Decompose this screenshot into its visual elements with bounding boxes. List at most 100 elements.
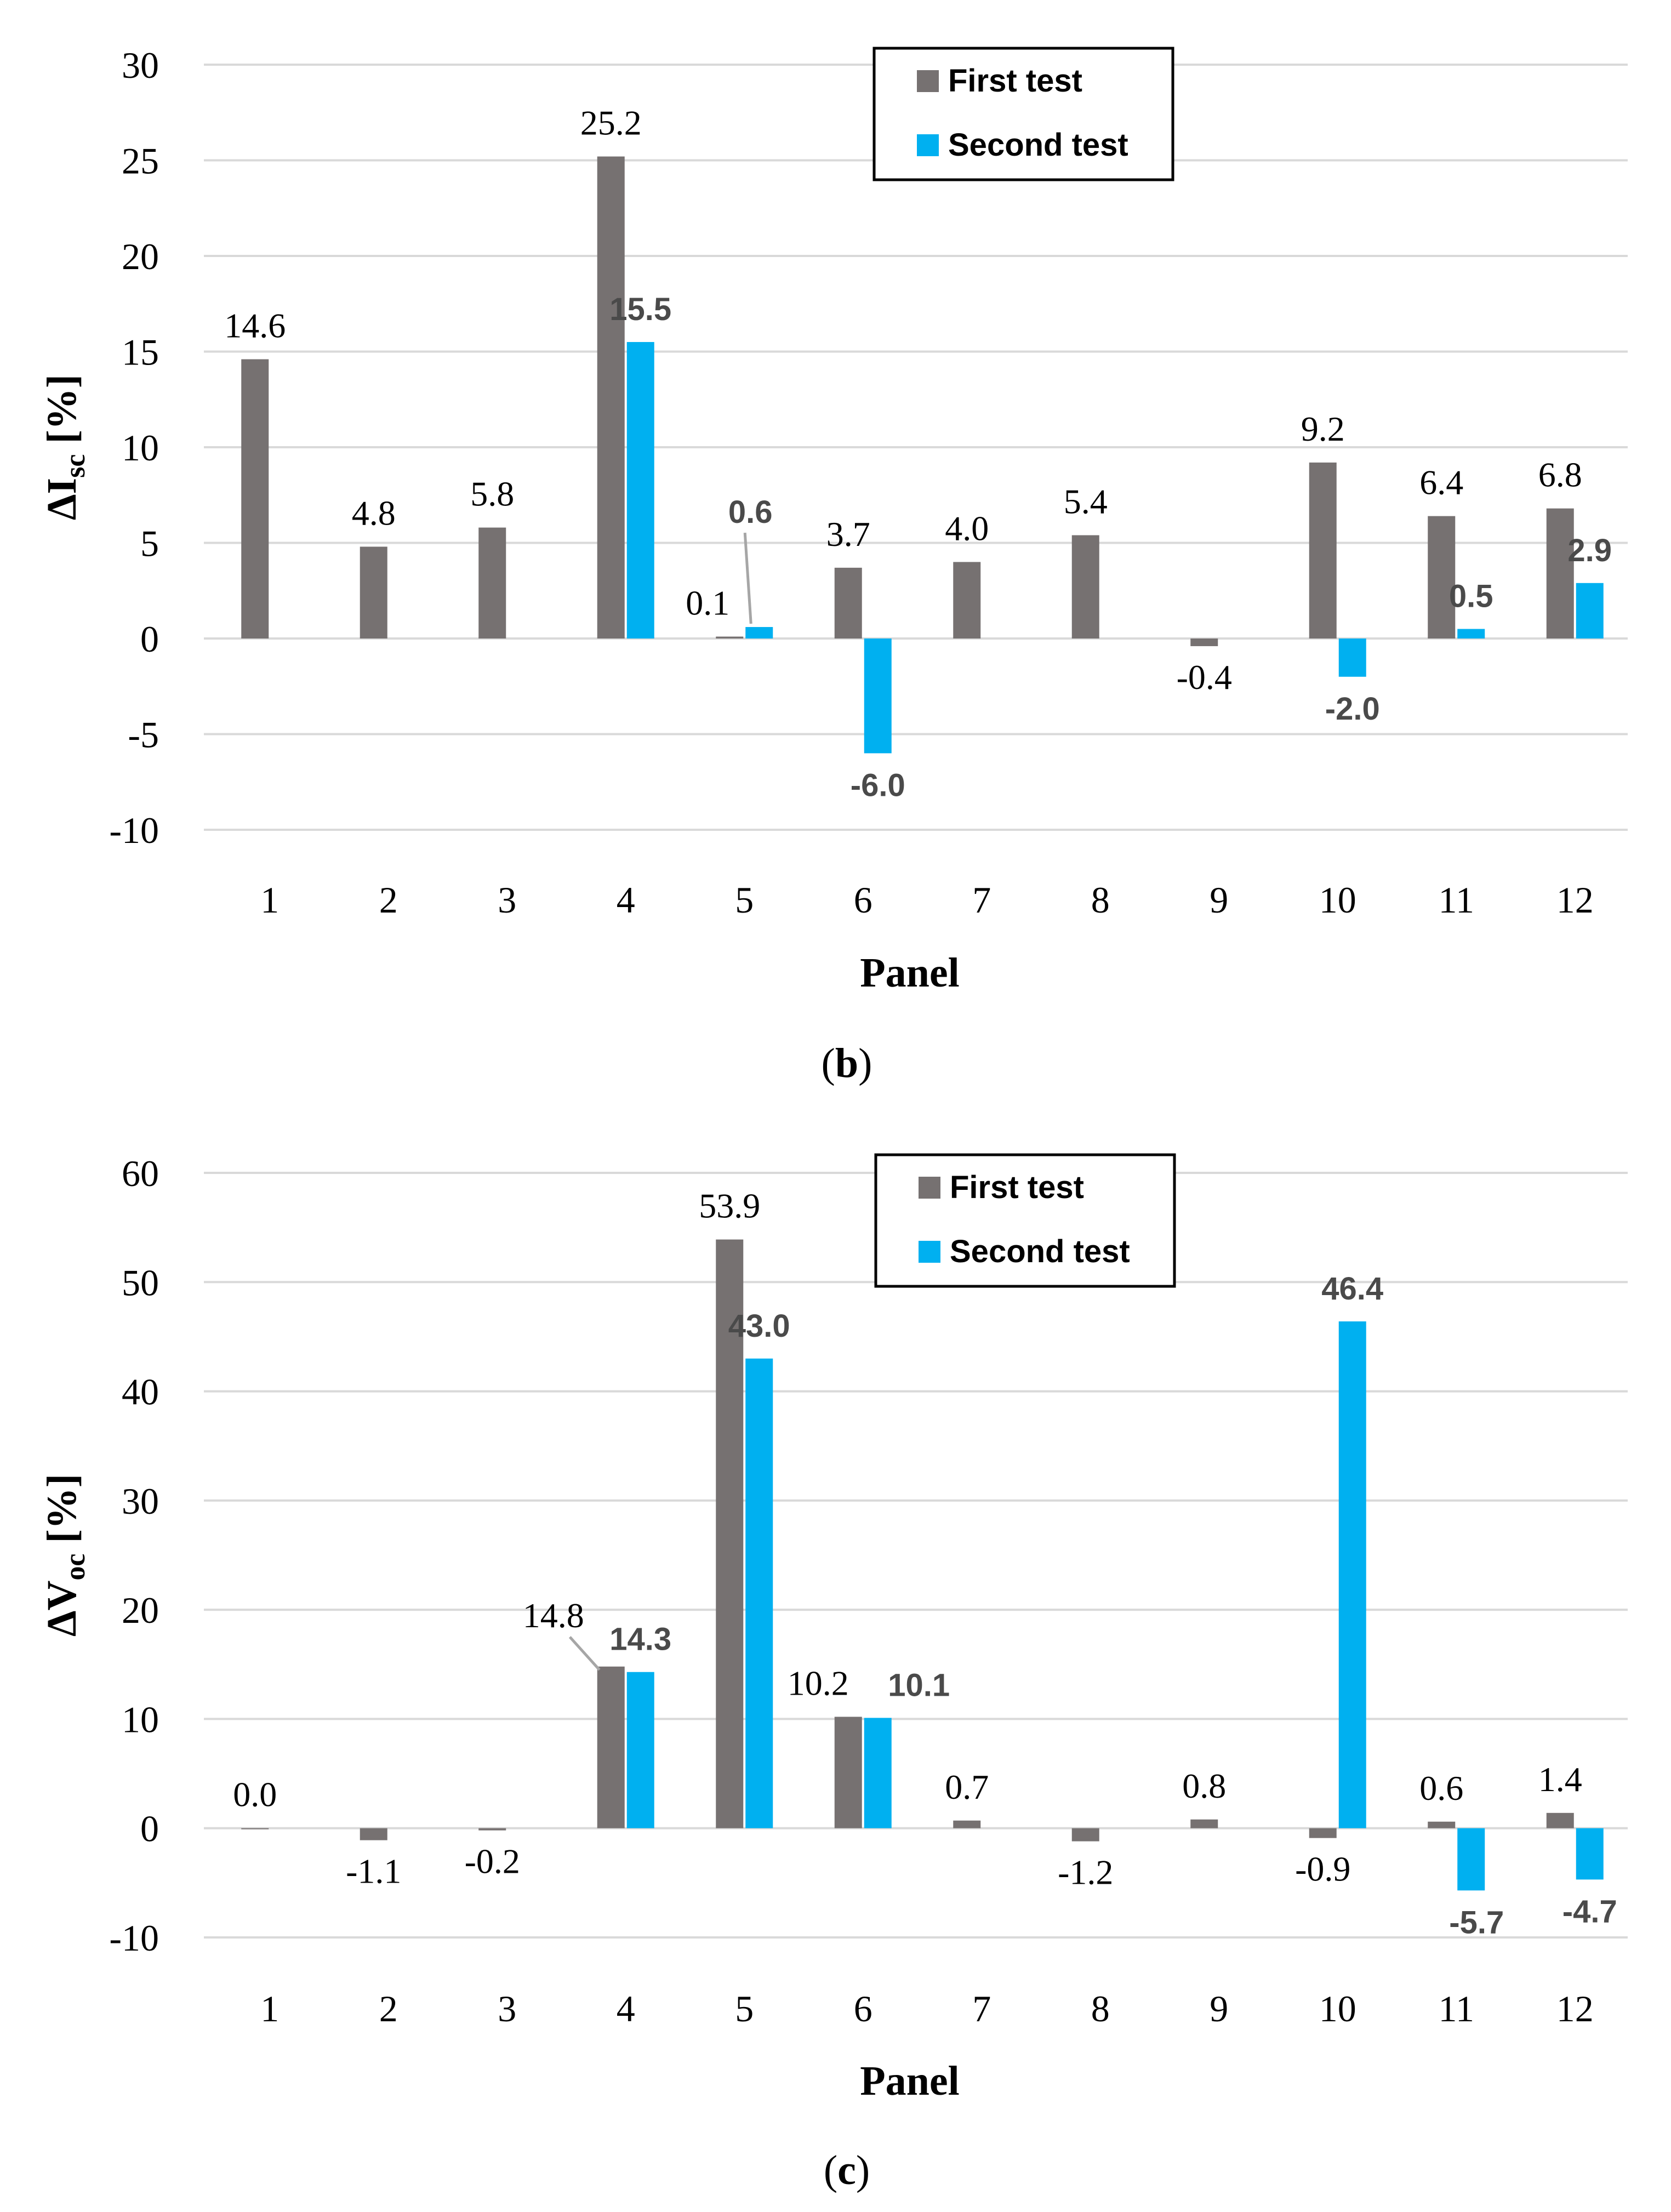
bar-first-test[interactable] — [1071, 535, 1099, 638]
data-label: 6.4 — [1419, 463, 1463, 502]
legend: First test Second test — [874, 1153, 1176, 1288]
y-tick-label: -5 — [128, 714, 159, 756]
bar-first-test[interactable] — [360, 1828, 387, 1840]
bar-first-test[interactable] — [834, 567, 862, 638]
x-tick-label: 11 — [1439, 879, 1474, 921]
x-axis-title: Panel — [860, 2058, 960, 2104]
bar-first-test[interactable] — [716, 1239, 744, 1828]
x-tick-label: 4 — [617, 1988, 635, 2029]
x-tick-label: 12 — [1556, 879, 1594, 921]
bar-first-test[interactable] — [478, 527, 506, 638]
x-tick-label: 5 — [735, 1988, 754, 2029]
data-label: 4.8 — [352, 493, 396, 532]
caption-paren-open: ( — [822, 1040, 835, 1086]
bar-first-test[interactable] — [1309, 1828, 1337, 1838]
y-tick-label: 0 — [140, 618, 159, 660]
y-tick-label: 0 — [140, 1808, 159, 1850]
bar-second-test[interactable] — [1338, 1321, 1366, 1828]
legend-swatch-first — [917, 70, 939, 92]
bar-first-test[interactable] — [360, 546, 387, 638]
bar-first-test[interactable] — [1190, 1819, 1218, 1828]
data-label: 4.0 — [945, 509, 989, 548]
bar-second-test[interactable] — [1338, 638, 1366, 677]
x-tick-label: 6 — [854, 879, 872, 921]
caption-paren-open: ( — [824, 2147, 837, 2193]
bar-first-test[interactable] — [1309, 462, 1337, 638]
bar-first-test[interactable] — [953, 1820, 981, 1828]
bar-first-test[interactable] — [1071, 1828, 1099, 1842]
y-axis-title-sub: sc — [60, 454, 91, 478]
y-tick-label: 15 — [122, 332, 159, 373]
bar-second-test[interactable] — [1457, 629, 1485, 638]
data-label: 5.8 — [470, 475, 514, 514]
x-tick-label: 10 — [1319, 1988, 1356, 2029]
caption-letter: c — [837, 2147, 856, 2193]
data-label: 14.6 — [224, 306, 286, 345]
bar-second-test[interactable] — [1576, 1828, 1604, 1880]
bar-first-test[interactable] — [1428, 516, 1456, 638]
data-label: 25.2 — [580, 104, 642, 142]
bar-first-test[interactable] — [241, 1828, 269, 1829]
data-label: 3.7 — [826, 515, 870, 554]
y-axis-title-main: ΔI — [39, 478, 85, 520]
y-tick-label: 50 — [122, 1262, 159, 1303]
legend-swatch-second — [917, 134, 939, 156]
data-label: 2.9 — [1567, 533, 1612, 568]
legend-swatch-second — [919, 1241, 940, 1263]
y-tick-label: -10 — [109, 1917, 159, 1959]
bar-second-test[interactable] — [626, 342, 654, 638]
bar-first-test[interactable] — [716, 636, 744, 638]
bar-first-test[interactable] — [241, 359, 269, 638]
x-tick-label: 8 — [1091, 879, 1110, 921]
data-label: 0.1 — [686, 584, 729, 623]
y-tick-label: 25 — [122, 140, 159, 182]
x-tick-label: 3 — [498, 1988, 516, 2029]
y-tick-label: 20 — [122, 1589, 159, 1631]
data-label: 53.9 — [699, 1187, 760, 1225]
x-axis-title: Panel — [860, 950, 960, 996]
y-tick-label: 60 — [122, 1153, 159, 1194]
y-tick-label: 30 — [122, 44, 159, 86]
caption-letter: b — [835, 1040, 858, 1086]
data-label: 46.4 — [1321, 1271, 1383, 1307]
data-label: 15.5 — [609, 292, 671, 327]
bar-first-test[interactable] — [597, 156, 625, 638]
bar-first-test[interactable] — [1428, 1821, 1456, 1828]
caption-paren-close: ) — [858, 1040, 872, 1086]
data-label: -6.0 — [851, 767, 905, 803]
leader-line — [568, 1636, 601, 1671]
bar-first-test[interactable] — [1546, 1812, 1574, 1828]
bar-second-test[interactable] — [1457, 1828, 1485, 1891]
y-axis-title: ΔVoc [%] — [39, 1474, 91, 1637]
x-tick-label: 7 — [972, 879, 991, 921]
data-label: 14.8 — [523, 1596, 584, 1635]
data-label: -0.2 — [465, 1842, 520, 1881]
y-tick-label: 40 — [122, 1371, 159, 1413]
bar-first-test[interactable] — [953, 562, 981, 638]
data-label: 0.8 — [1182, 1766, 1226, 1805]
bar-first-test[interactable] — [478, 1828, 506, 1831]
bar-second-test[interactable] — [626, 1672, 654, 1828]
data-label: -0.9 — [1295, 1850, 1350, 1889]
bar-second-test[interactable] — [1576, 583, 1604, 638]
y-tick-label: -10 — [109, 809, 159, 851]
bar-second-test[interactable] — [864, 638, 892, 754]
bar-second-test[interactable] — [745, 627, 773, 638]
data-label: 0.6 — [728, 494, 773, 530]
bar-second-test[interactable] — [864, 1718, 892, 1828]
bar-first-test[interactable] — [1190, 638, 1218, 646]
bar-first-test[interactable] — [597, 1666, 625, 1828]
data-label: -5.7 — [1449, 1905, 1504, 1940]
bar-first-test[interactable] — [834, 1717, 862, 1828]
x-tick-label: 9 — [1210, 1988, 1228, 2029]
x-tick-label: 1 — [260, 879, 279, 921]
y-tick-label: 10 — [122, 427, 159, 469]
x-tick-label: 11 — [1439, 1988, 1474, 2029]
legend-label: First test — [950, 1170, 1084, 1205]
x-tick-label: 7 — [972, 1988, 991, 2029]
legend-label: Second test — [948, 127, 1128, 163]
bar-second-test[interactable] — [745, 1358, 773, 1828]
y-tick-label: 10 — [122, 1698, 159, 1740]
bar-first-test[interactable] — [1546, 508, 1574, 638]
